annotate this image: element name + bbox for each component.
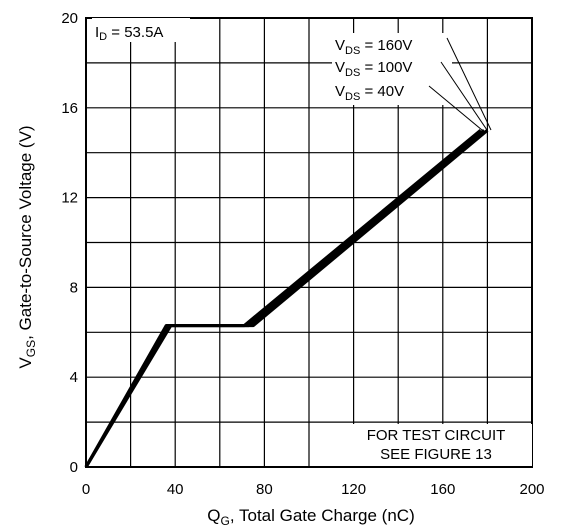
y-tick-label: 12	[61, 190, 78, 207]
note-line-2: SEE FIGURE 13	[380, 446, 492, 463]
x-tick-labels: 0 40 80 120 160 200	[82, 481, 545, 498]
id-annotation-bg	[92, 18, 190, 42]
legend-label-vds-100: VDS = 100V	[335, 59, 412, 79]
y-tick-labels: 0 4 8 12 16 20	[61, 10, 78, 476]
x-tick-label: 120	[341, 481, 366, 498]
legend: VDS = 160V VDS = 100V VDS = 40V	[332, 33, 492, 131]
leader-line-vds-100	[440, 61, 488, 131]
y-tick-label: 16	[61, 100, 78, 117]
y-axis-label: VGS, Gate-to-Source Voltage (V)	[16, 125, 38, 368]
y-tick-label: 4	[70, 369, 78, 386]
legend-label-vds-40: VDS = 40V	[335, 83, 404, 103]
x-tick-label: 160	[430, 481, 455, 498]
series-line-0	[84, 129, 489, 468]
y-tick-label: 20	[61, 10, 78, 27]
grid	[86, 18, 532, 467]
id-annotation: ID = 53.5A	[95, 24, 163, 43]
note-bg	[336, 424, 532, 466]
leader-line-vds-160	[446, 37, 492, 131]
series-lines	[84, 129, 489, 468]
leader-line-vds-40	[428, 85, 483, 131]
x-tick-label: 200	[519, 481, 544, 498]
plot-frame	[85, 17, 533, 468]
x-tick-label: 0	[82, 481, 90, 498]
series-line-2	[84, 129, 482, 468]
y-tick-label: 0	[70, 459, 78, 476]
x-axis-label: QG, Total Gate Charge (nC)	[207, 506, 414, 528]
note-line-1: FOR TEST CIRCUIT	[367, 427, 506, 444]
x-tick-label: 40	[167, 481, 184, 498]
legend-bg	[332, 33, 452, 105]
legend-label-vds-160: VDS = 160V	[335, 37, 412, 57]
y-tick-label: 8	[70, 279, 78, 296]
x-tick-label: 80	[256, 481, 273, 498]
